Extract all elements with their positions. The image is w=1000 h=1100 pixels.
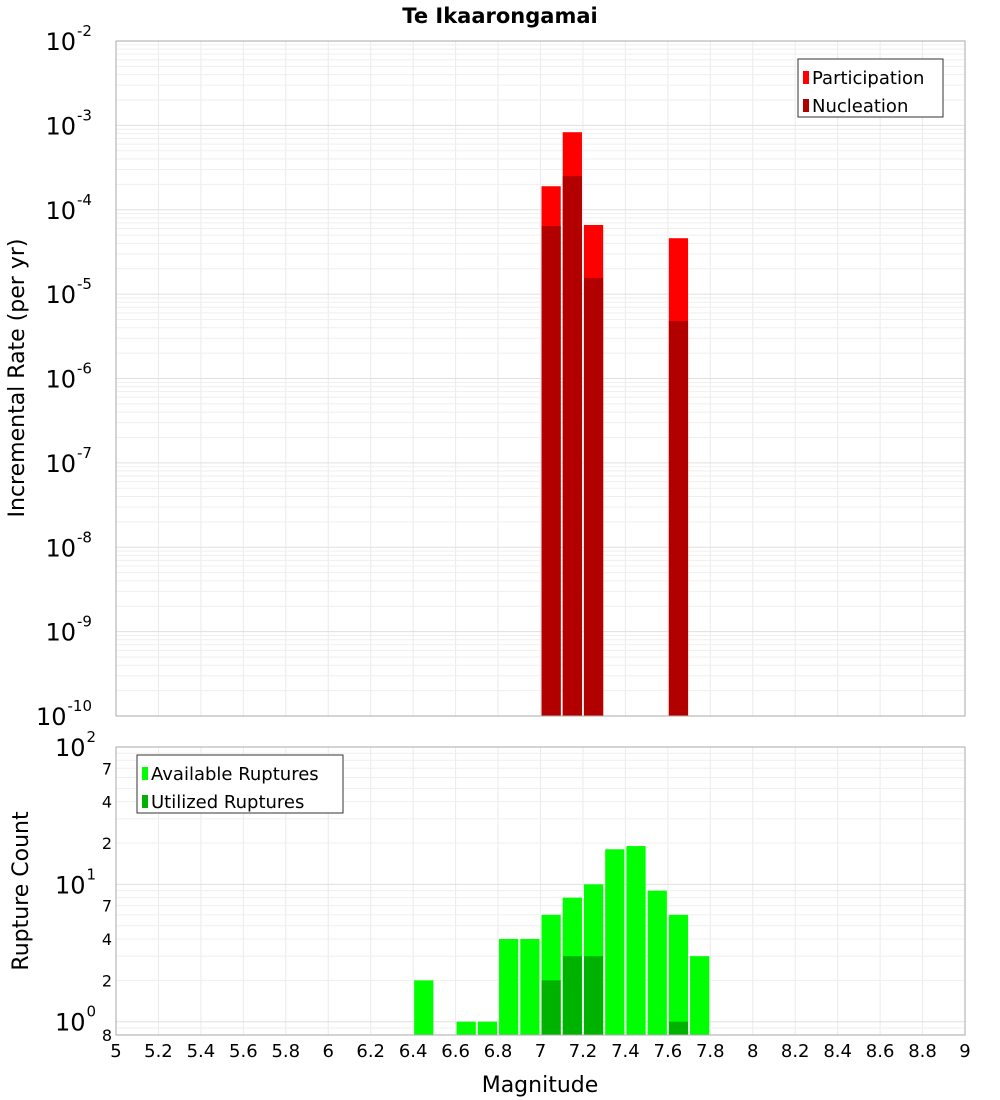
x-tick-label: 6.2: [356, 1041, 385, 1062]
legend-label: Available Ruptures: [151, 764, 319, 785]
y-tick-label: 10: [45, 112, 76, 140]
bar-available-ruptures: [690, 956, 710, 1035]
y-tick-label: 4: [102, 793, 112, 812]
y-tick-label: 4: [102, 930, 112, 949]
bar-available-ruptures: [647, 890, 667, 1035]
x-tick-label: 7.6: [654, 1041, 683, 1062]
y-tick-exponent: -3: [77, 106, 92, 124]
x-tick-label: 9: [959, 1041, 970, 1062]
y-tick-label: 10: [55, 871, 86, 899]
x-tick-label: 8.4: [823, 1041, 852, 1062]
chart-title: Te Ikaarongamai: [402, 4, 597, 28]
plot-border: [115, 746, 966, 1036]
bar-available-ruptures: [605, 849, 625, 1035]
legend-swatch: [142, 795, 148, 808]
y-tick-exponent: -5: [77, 275, 92, 293]
bar-available-ruptures: [414, 980, 434, 1035]
legend-swatch: [142, 767, 148, 780]
legend-swatch: [803, 99, 809, 112]
y-tick-label: 8: [102, 1026, 112, 1045]
y-tick-label: 10: [36, 703, 67, 731]
bar-nucleation: [541, 226, 561, 716]
x-tick-label: 8.2: [781, 1041, 810, 1062]
y-tick-exponent: -6: [77, 360, 92, 378]
y-tick-label: 2: [102, 834, 112, 853]
x-tick-label: 7.2: [569, 1041, 598, 1062]
y-tick-exponent: 1: [87, 865, 97, 883]
x-tick-label: 7: [535, 1041, 546, 1062]
y-tick-label: 10: [45, 619, 76, 647]
x-tick-label: 6: [323, 1041, 334, 1062]
y-tick-label: 2: [102, 971, 112, 990]
legend-label: Utilized Ruptures: [151, 792, 304, 813]
bar-available-ruptures: [520, 939, 540, 1035]
y-tick-label: 10: [45, 28, 76, 56]
bar-utilized-ruptures: [562, 956, 582, 1035]
y-tick-label: 10: [45, 534, 76, 562]
top-y-axis-label: Incremental Rate (per yr): [5, 239, 30, 518]
y-tick-exponent: -2: [77, 22, 92, 40]
y-tick-label: 10: [55, 1009, 86, 1037]
y-tick-exponent: -9: [77, 613, 92, 631]
x-tick-label: 8: [747, 1041, 758, 1062]
bar-available-ruptures: [499, 939, 519, 1035]
bar-nucleation: [668, 321, 689, 716]
legend-label: Nucleation: [812, 96, 908, 117]
x-tick-label: 6.6: [441, 1041, 470, 1062]
bar-nucleation: [583, 278, 604, 716]
x-tick-label: 5.2: [144, 1041, 173, 1062]
bar-available-ruptures: [668, 914, 689, 1035]
y-tick-exponent: -10: [68, 697, 93, 715]
y-tick-label: 10: [45, 366, 76, 394]
x-tick-label: 7.8: [696, 1041, 725, 1062]
y-tick-label: 7: [102, 897, 112, 916]
x-tick-label: 5: [110, 1041, 121, 1062]
bar-available-ruptures: [477, 1021, 498, 1035]
bar-nucleation: [562, 176, 582, 716]
x-tick-label: 6.4: [399, 1041, 428, 1062]
x-tick-label: 5.4: [187, 1041, 216, 1062]
y-tick-label: 10: [55, 734, 86, 762]
y-tick-exponent: 0: [87, 1003, 97, 1021]
y-tick-label: 10: [45, 197, 76, 225]
legend-box: [797, 58, 944, 118]
x-tick-label: 5.6: [229, 1041, 258, 1062]
x-tick-label: 6.8: [484, 1041, 513, 1062]
plot-border: [115, 40, 966, 717]
y-tick-exponent: -4: [77, 191, 92, 209]
bar-available-ruptures: [456, 1021, 476, 1035]
y-tick-exponent: -8: [77, 528, 92, 546]
bottom-y-axis-label: Rupture Count: [9, 811, 34, 971]
legend-swatch: [803, 71, 809, 84]
bar-available-ruptures: [626, 846, 646, 1035]
legend-box: [136, 754, 344, 814]
x-tick-label: 7.4: [611, 1041, 640, 1062]
legend-label: Participation: [812, 68, 924, 89]
bar-utilized-ruptures: [668, 1021, 689, 1035]
y-tick-label: 7: [102, 759, 112, 778]
y-tick-label: 10: [45, 450, 76, 478]
bar-utilized-ruptures: [583, 956, 604, 1035]
y-tick-exponent: 2: [87, 728, 97, 746]
x-axis-label: Magnitude: [482, 1073, 599, 1098]
y-tick-exponent: -7: [77, 444, 92, 462]
y-tick-label: 10: [45, 281, 76, 309]
x-tick-label: 8.6: [866, 1041, 895, 1062]
x-tick-label: 5.8: [271, 1041, 300, 1062]
x-tick-label: 8.8: [908, 1041, 937, 1062]
bar-utilized-ruptures: [541, 980, 561, 1035]
